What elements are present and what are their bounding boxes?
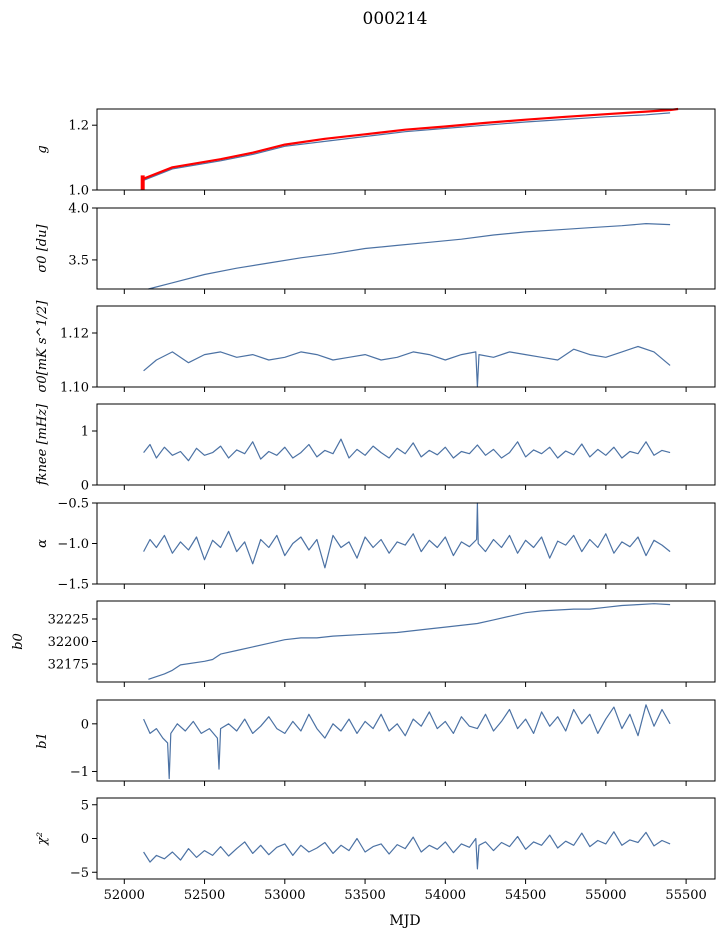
- panel-7-ytick-label: 0: [81, 832, 89, 847]
- panel-2: 1.10 1.12 σ0[mK s^1/2]: [35, 300, 716, 396]
- panel-1-ytick-label: 4.0: [68, 202, 89, 217]
- panel-1-ylabel: σ0 [du]: [35, 224, 50, 273]
- panel-5-ytick-label: 32175: [48, 658, 89, 673]
- panel-5: 32175 32200 32225 b0: [11, 600, 716, 687]
- panel-3-ytick-label: 0: [81, 479, 89, 494]
- panel-7: −5 0 5 52000 52500 53000 53500 54000 54500 55000 5…: [35, 797, 716, 903]
- panel-2-ytick-label: 1.12: [60, 327, 89, 342]
- panel-2-ytick-label: 1.10: [60, 381, 89, 396]
- panel-1-frame: [96, 207, 716, 290]
- panel-0-ylabel: g: [35, 145, 50, 153]
- panel-5-ylabel: b0: [11, 633, 26, 650]
- panel-0-ytick-label: 1.2: [68, 119, 89, 134]
- panel-1: 3.5 4.0 σ0 [du]: [35, 202, 716, 294]
- panel-2-series-0: [143, 345, 671, 388]
- panel-5-ytick-label: 32200: [48, 635, 89, 650]
- panel-2-ylabel: σ0[mK s^1/2]: [35, 300, 50, 393]
- panel-7-ytick-label: 5: [81, 798, 89, 813]
- panel-0-series-0: [143, 112, 671, 181]
- x-tick-label: 55000: [585, 888, 626, 903]
- panel-1-ytick-label: 3.5: [68, 253, 89, 268]
- panel-6-series-0: [143, 704, 671, 780]
- panel-3-ytick-label: 1: [81, 425, 89, 440]
- x-tick-label: 55500: [665, 888, 706, 903]
- panel-3-frame: [96, 403, 716, 486]
- x-tick-label: 52000: [104, 888, 145, 903]
- panel-5-ytick-label: 32225: [48, 613, 89, 628]
- panel-4-ytick-label: −1.0: [57, 537, 89, 552]
- panel-2-frame: [96, 305, 716, 388]
- panel-7-ytick-label: −5: [70, 866, 89, 881]
- panel-0-ytick-label: 1.0: [68, 184, 89, 199]
- panel-5-series-0: [148, 603, 671, 680]
- panel-6-frame: [96, 699, 716, 782]
- panel-5-frame: [96, 600, 716, 683]
- x-tick-label: 54500: [505, 888, 546, 903]
- panel-4-ytick-label: −0.5: [57, 497, 89, 512]
- panel-4-ytick-label: −1.5: [57, 578, 89, 593]
- panel-7-ylabel: χ²: [35, 832, 50, 846]
- panel-0-series-1: [143, 107, 679, 180]
- panel-4-series-0: [143, 502, 671, 569]
- x-axis-label: MJD: [389, 913, 420, 929]
- panel-3-ylabel: fknee [mHz]: [35, 403, 50, 486]
- panel-7-frame: [96, 797, 716, 880]
- panel-6-ylabel: b1: [35, 732, 50, 749]
- x-tick-label: 52500: [184, 888, 225, 903]
- panel-4: −1.5 −1.0 −0.5 α: [35, 497, 716, 593]
- panel-3-series-0: [143, 438, 671, 462]
- figure-title: 000214: [363, 9, 428, 29]
- panel-0-frame: [96, 108, 716, 191]
- panel-3: 0 1 fknee [mHz]: [35, 403, 716, 494]
- panel-6-ytick-label: −1: [70, 765, 89, 780]
- x-tick-label: 54000: [425, 888, 466, 903]
- panel-6-ytick-label: 0: [81, 717, 89, 732]
- panel-0: 1.0 1.2 g: [35, 107, 716, 199]
- panel-7-series-0: [143, 831, 671, 870]
- panel-4-ylabel: α: [35, 539, 50, 548]
- panel-1-series-0: [148, 223, 671, 290]
- x-tick-label: 53500: [344, 888, 385, 903]
- panel-6: −1 0 b1: [35, 699, 716, 786]
- x-tick-label: 53000: [264, 888, 305, 903]
